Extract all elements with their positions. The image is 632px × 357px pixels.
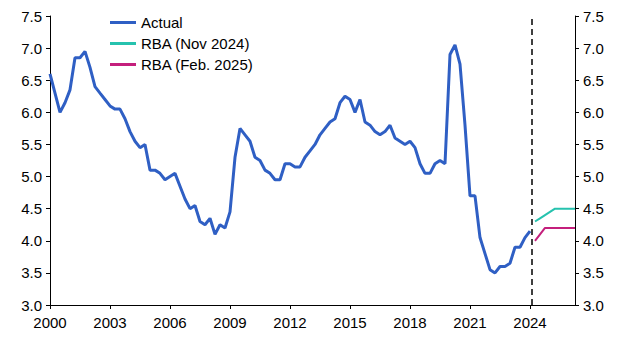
svg-text:2009: 2009 <box>213 314 246 331</box>
svg-text:4.0: 4.0 <box>583 232 604 249</box>
svg-text:2015: 2015 <box>333 314 366 331</box>
svg-text:2000: 2000 <box>33 314 66 331</box>
svg-text:2018: 2018 <box>393 314 426 331</box>
svg-text:7.0: 7.0 <box>583 40 604 57</box>
svg-text:6.5: 6.5 <box>583 72 604 89</box>
svg-text:7.5: 7.5 <box>583 8 604 25</box>
svg-text:Actual: Actual <box>141 14 183 31</box>
svg-text:4.0: 4.0 <box>21 232 42 249</box>
svg-text:5.0: 5.0 <box>583 168 604 185</box>
svg-text:4.5: 4.5 <box>21 200 42 217</box>
svg-text:3.5: 3.5 <box>21 264 42 281</box>
svg-text:7.5: 7.5 <box>21 8 42 25</box>
svg-text:2003: 2003 <box>93 314 126 331</box>
svg-text:6.0: 6.0 <box>21 104 42 121</box>
svg-text:RBA (Feb. 2025): RBA (Feb. 2025) <box>141 56 253 73</box>
svg-text:3.0: 3.0 <box>583 297 604 314</box>
svg-text:2012: 2012 <box>273 314 306 331</box>
svg-text:RBA (Nov 2024): RBA (Nov 2024) <box>141 35 249 52</box>
svg-text:2024: 2024 <box>513 314 546 331</box>
svg-text:2021: 2021 <box>453 314 486 331</box>
svg-text:3.0: 3.0 <box>21 297 42 314</box>
svg-text:6.5: 6.5 <box>21 72 42 89</box>
svg-text:6.0: 6.0 <box>583 104 604 121</box>
svg-text:5.0: 5.0 <box>21 168 42 185</box>
svg-text:5.5: 5.5 <box>21 136 42 153</box>
svg-text:2006: 2006 <box>153 314 186 331</box>
svg-text:3.5: 3.5 <box>583 264 604 281</box>
svg-text:5.5: 5.5 <box>583 136 604 153</box>
svg-text:7.0: 7.0 <box>21 40 42 57</box>
svg-text:4.5: 4.5 <box>583 200 604 217</box>
